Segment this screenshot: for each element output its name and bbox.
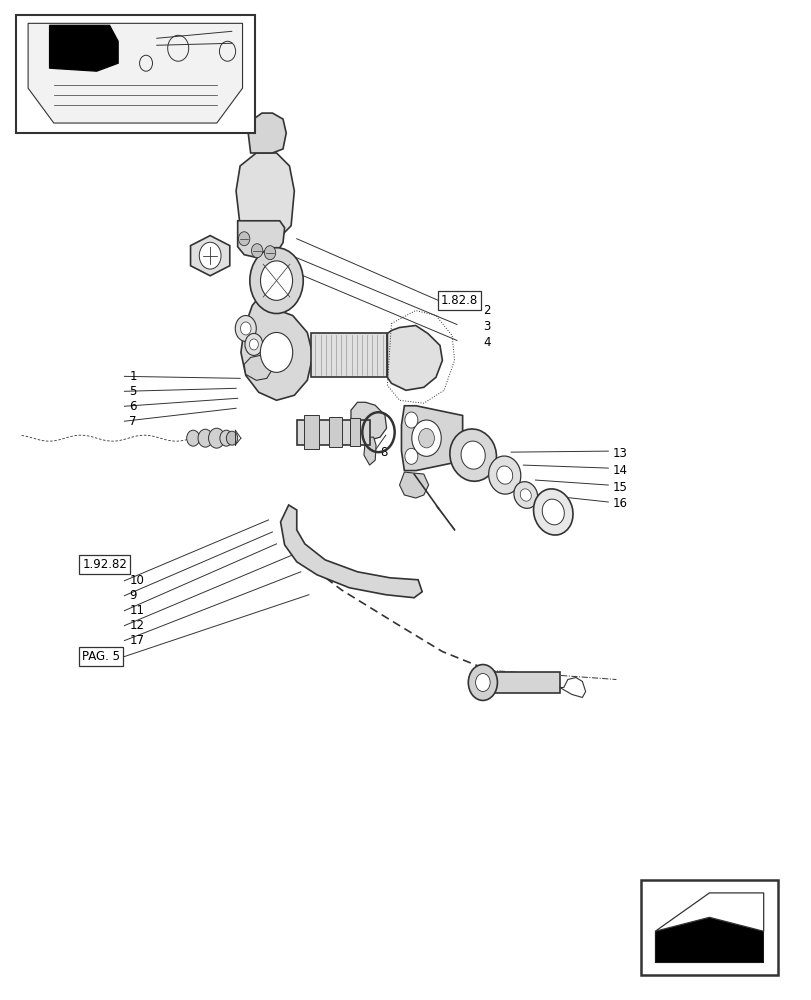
Bar: [296, 420, 369, 445]
Polygon shape: [310, 333, 387, 377]
Circle shape: [405, 412, 418, 428]
Circle shape: [187, 430, 200, 446]
Ellipse shape: [542, 499, 564, 525]
Circle shape: [249, 339, 258, 350]
Polygon shape: [49, 25, 118, 71]
Polygon shape: [401, 406, 462, 471]
Circle shape: [260, 261, 292, 300]
Polygon shape: [281, 505, 422, 598]
Circle shape: [220, 430, 233, 446]
Text: 1: 1: [129, 370, 136, 383]
Text: 2: 2: [483, 304, 490, 317]
Circle shape: [411, 420, 440, 456]
Circle shape: [250, 248, 303, 314]
Text: PAG. 5: PAG. 5: [82, 650, 120, 663]
Text: 9: 9: [129, 589, 136, 602]
Text: 14: 14: [611, 464, 627, 477]
Text: 10: 10: [129, 574, 144, 587]
Text: 13: 13: [611, 447, 626, 460]
Circle shape: [235, 316, 256, 341]
Circle shape: [240, 322, 251, 335]
Circle shape: [208, 428, 225, 448]
Text: 12: 12: [129, 619, 144, 632]
Circle shape: [475, 674, 490, 691]
Circle shape: [226, 431, 238, 445]
Circle shape: [245, 333, 263, 355]
Text: 15: 15: [611, 481, 626, 494]
Ellipse shape: [449, 429, 496, 481]
Bar: [640, 880, 777, 975]
Text: 11: 11: [129, 604, 144, 617]
Bar: [328, 417, 341, 447]
Text: 1.82.8: 1.82.8: [440, 294, 478, 307]
Ellipse shape: [513, 482, 537, 508]
Polygon shape: [654, 917, 762, 963]
Ellipse shape: [520, 489, 530, 501]
Ellipse shape: [488, 456, 520, 494]
Polygon shape: [236, 153, 294, 241]
Text: 4: 4: [483, 336, 490, 349]
Polygon shape: [238, 221, 285, 258]
Polygon shape: [191, 236, 230, 276]
Ellipse shape: [461, 441, 485, 469]
Polygon shape: [244, 355, 272, 380]
Circle shape: [405, 448, 418, 464]
Circle shape: [251, 244, 263, 258]
Circle shape: [468, 665, 497, 700]
Polygon shape: [399, 472, 428, 498]
Circle shape: [199, 242, 221, 269]
Ellipse shape: [496, 466, 512, 484]
Bar: [350, 418, 359, 446]
Text: 7: 7: [129, 415, 136, 428]
Bar: [483, 672, 559, 693]
Ellipse shape: [533, 489, 573, 535]
Circle shape: [260, 332, 292, 372]
Circle shape: [418, 428, 434, 448]
Bar: [16, 15, 255, 133]
Text: 6: 6: [129, 400, 136, 413]
Text: 5: 5: [129, 385, 136, 398]
Polygon shape: [350, 402, 386, 440]
Polygon shape: [387, 325, 442, 390]
Circle shape: [198, 429, 212, 447]
Text: 16: 16: [611, 497, 627, 510]
Polygon shape: [654, 893, 762, 931]
Text: 17: 17: [129, 634, 144, 647]
Polygon shape: [28, 23, 242, 123]
Text: 8: 8: [380, 446, 387, 459]
Polygon shape: [248, 113, 286, 153]
Text: 3: 3: [483, 320, 490, 333]
Circle shape: [238, 232, 250, 246]
Bar: [303, 415, 318, 449]
Text: 1.92.82: 1.92.82: [82, 558, 127, 571]
Circle shape: [264, 246, 276, 260]
Polygon shape: [241, 289, 312, 400]
Polygon shape: [363, 437, 375, 465]
